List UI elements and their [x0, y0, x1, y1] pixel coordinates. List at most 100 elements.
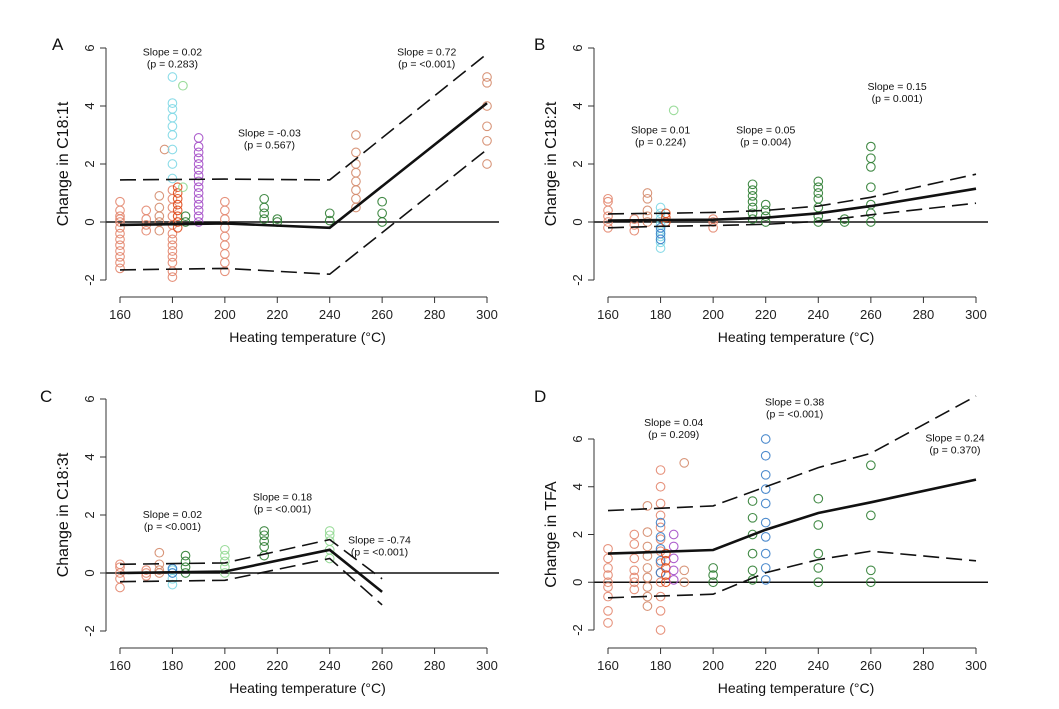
x-axis-label: Heating temperature (°C) — [229, 329, 386, 345]
slope-annotation: Slope = 0.72 — [397, 46, 456, 58]
ci-lower-line — [119, 557, 383, 606]
y-tick-label: 4 — [82, 102, 97, 109]
y-tick-label: -2 — [82, 625, 97, 637]
data-point — [603, 196, 613, 207]
data-point — [259, 193, 270, 204]
slope-annotation: Slope = 0.38 — [765, 397, 824, 409]
data-point — [220, 544, 230, 555]
x-tick-label: 160 — [109, 307, 131, 322]
data-point — [603, 591, 613, 602]
x-tick-label: 160 — [109, 658, 131, 673]
data-point — [259, 208, 270, 219]
data-point — [668, 565, 679, 576]
data-point — [167, 173, 178, 184]
data-point — [193, 182, 204, 193]
x-tick-label: 280 — [424, 307, 446, 322]
data-point — [603, 606, 613, 616]
data-point — [193, 164, 204, 175]
data-point — [482, 159, 492, 169]
data-point — [655, 234, 666, 245]
p-value-annotation: (p = 0.224) — [635, 137, 686, 149]
data-point — [760, 517, 771, 528]
data-point — [377, 196, 387, 207]
data-point — [167, 144, 178, 155]
data-point — [603, 563, 613, 573]
data-point — [603, 217, 613, 227]
data-point — [629, 539, 640, 549]
x-tick-label: 280 — [913, 307, 935, 322]
data-point — [259, 542, 270, 552]
y-tick-label: 6 — [570, 435, 585, 442]
data-point — [668, 553, 679, 564]
data-point — [220, 568, 230, 578]
data-point — [115, 196, 125, 207]
data-point — [259, 530, 270, 541]
data-point — [655, 558, 666, 569]
slope-annotation: Slope = -0.74 — [348, 534, 411, 546]
slope-annotation: Slope = 0.05 — [736, 125, 795, 137]
data-point — [115, 240, 125, 251]
y-tick-label: 0 — [82, 569, 97, 576]
data-point — [115, 573, 125, 584]
x-tick-label: 300 — [965, 658, 987, 673]
data-point — [655, 465, 666, 475]
data-point — [760, 484, 771, 494]
data-point — [760, 498, 771, 509]
y-tick-label: 2 — [570, 531, 585, 538]
scatter-points — [115, 72, 492, 282]
data-point — [668, 105, 679, 116]
data-point — [377, 208, 387, 219]
data-point — [482, 77, 492, 88]
p-value-annotation: (p = 0.004) — [740, 137, 791, 149]
data-point — [747, 512, 758, 523]
x-tick-label: 240 — [319, 307, 341, 322]
data-point — [159, 144, 170, 155]
data-point — [482, 135, 492, 146]
data-point — [172, 199, 183, 210]
data-point — [866, 460, 876, 471]
data-point — [115, 257, 125, 268]
data-point — [180, 556, 191, 567]
data-point — [760, 469, 771, 480]
x-tick-label: 280 — [913, 658, 935, 673]
ci-upper-line — [119, 538, 383, 580]
data-point — [167, 257, 178, 268]
data-point — [655, 567, 666, 578]
y-tick-label: 0 — [570, 218, 585, 225]
data-point — [193, 205, 204, 216]
data-point — [193, 211, 204, 222]
scatter-points — [115, 526, 335, 593]
data-point — [220, 196, 230, 207]
data-point — [167, 272, 178, 282]
data-point — [747, 565, 758, 576]
data-point — [655, 510, 666, 521]
data-point — [760, 450, 771, 461]
data-point — [603, 617, 613, 628]
data-point — [813, 493, 824, 504]
data-point — [813, 188, 824, 198]
y-axis-label: Change in C18:3t — [55, 452, 72, 577]
data-point — [642, 193, 653, 204]
chart-panel-c: C -2 0 2 4 6 160 180 200 220 240 260 280 300 Heating t… — [40, 387, 499, 696]
data-point — [603, 570, 613, 580]
data-point — [813, 577, 824, 588]
data-point — [813, 520, 824, 530]
slope-annotation: Slope = 0.02 — [143, 509, 202, 521]
p-value-annotation: (p = <0.001) — [398, 58, 455, 70]
data-point — [655, 555, 666, 566]
x-tick-label: 260 — [860, 307, 882, 322]
fit-line — [607, 478, 977, 555]
data-point — [193, 188, 204, 198]
panel-label: C — [40, 387, 52, 406]
data-point — [259, 214, 270, 224]
data-point — [351, 147, 361, 158]
data-point — [668, 529, 679, 540]
data-point — [272, 214, 283, 224]
data-point — [679, 565, 690, 576]
y-tick-label: 4 — [82, 453, 97, 460]
ci-lower-line — [119, 148, 488, 276]
x-tick-label: 160 — [597, 658, 619, 673]
data-point — [167, 98, 178, 108]
data-point — [813, 176, 824, 187]
